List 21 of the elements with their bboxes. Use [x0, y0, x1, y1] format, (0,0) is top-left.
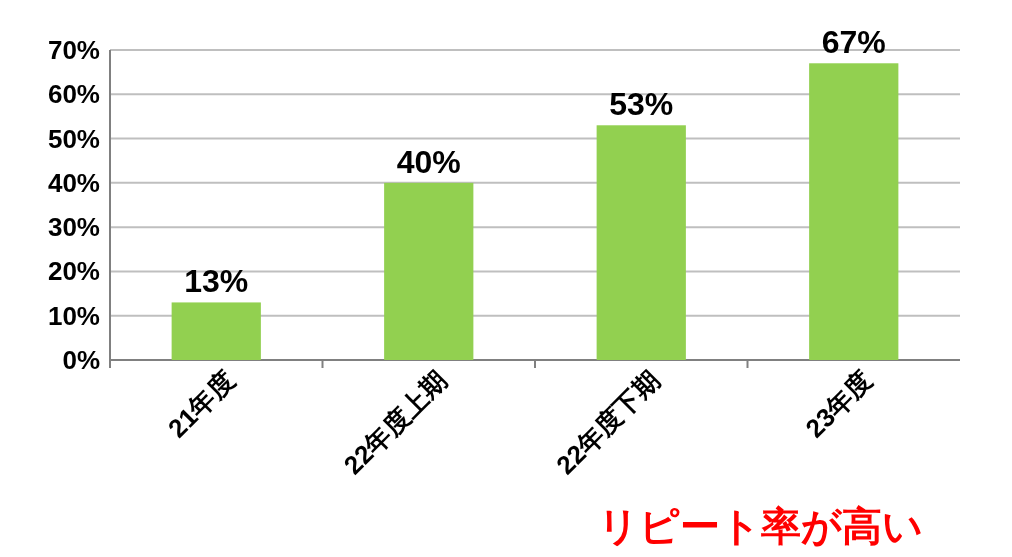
data-label: 40% — [396, 143, 461, 180]
y-tick-label: 10% — [47, 300, 100, 331]
bar — [171, 302, 261, 360]
x-tick-label: 22年度上期 — [337, 365, 453, 481]
bar — [809, 63, 899, 360]
y-tick-label: 20% — [47, 256, 100, 287]
y-tick-label: 50% — [47, 123, 100, 154]
x-tick-label: 21年度 — [162, 365, 241, 444]
data-label: 53% — [609, 86, 674, 123]
x-tick-label: 22年度下期 — [550, 365, 666, 481]
text: リピート率が高い — [597, 504, 923, 548]
y-tick-label: 30% — [47, 212, 100, 243]
bar — [596, 125, 686, 360]
x-tick-label: 23年度 — [799, 365, 878, 444]
data-label: 13% — [184, 263, 249, 300]
data-label: 67% — [821, 24, 886, 61]
y-tick-label: 0% — [62, 345, 100, 375]
y-tick-label: 60% — [47, 79, 100, 110]
y-tick-label: 70% — [47, 35, 100, 65]
bar — [384, 182, 474, 360]
y-tick-label: 40% — [47, 167, 100, 198]
